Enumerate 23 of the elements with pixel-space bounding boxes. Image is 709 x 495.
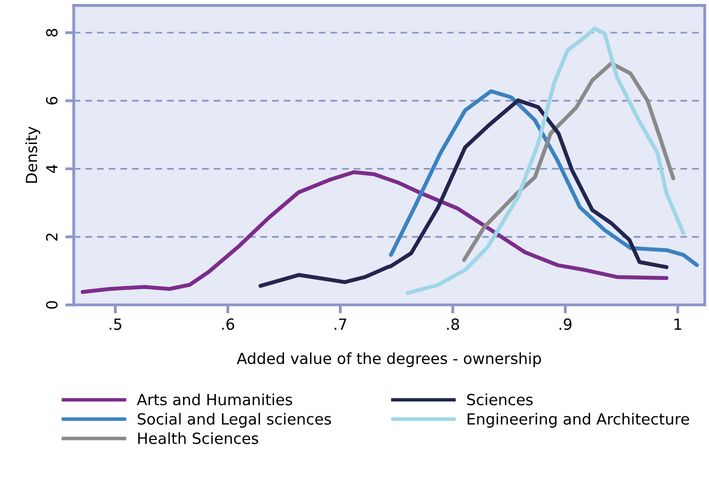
x-axis-title: Added value of the degrees - ownership xyxy=(236,352,541,368)
y-tick-label: 8 xyxy=(46,28,58,36)
x-tick-label: .9 xyxy=(560,318,572,330)
line-series xyxy=(80,170,668,294)
x-tick-label: .7 xyxy=(334,318,346,330)
legend-label: Engineering and Architecture xyxy=(468,412,690,428)
x-tick-label: .6 xyxy=(222,318,234,330)
line-series xyxy=(462,61,676,262)
y-tick-label: 2 xyxy=(46,234,58,241)
line-series xyxy=(388,89,699,268)
legend-label: Arts and Humanities xyxy=(136,394,292,406)
x-tick-label: .5 xyxy=(110,318,122,330)
y-tick-label: 6 xyxy=(46,96,58,105)
x-tick-label: .8 xyxy=(447,318,460,330)
line-series xyxy=(406,26,686,295)
line-series xyxy=(258,98,668,288)
legend-label: Health Sciences xyxy=(138,432,258,444)
y-tick-label: 4 xyxy=(46,164,58,173)
x-tick-label: 1 xyxy=(674,318,682,330)
y-tick-label: 0 xyxy=(46,301,58,309)
legend-label: Social and Legal sciences xyxy=(138,412,331,428)
y-axis-title: Density xyxy=(25,126,40,183)
legend-label: Sciences xyxy=(467,394,533,406)
